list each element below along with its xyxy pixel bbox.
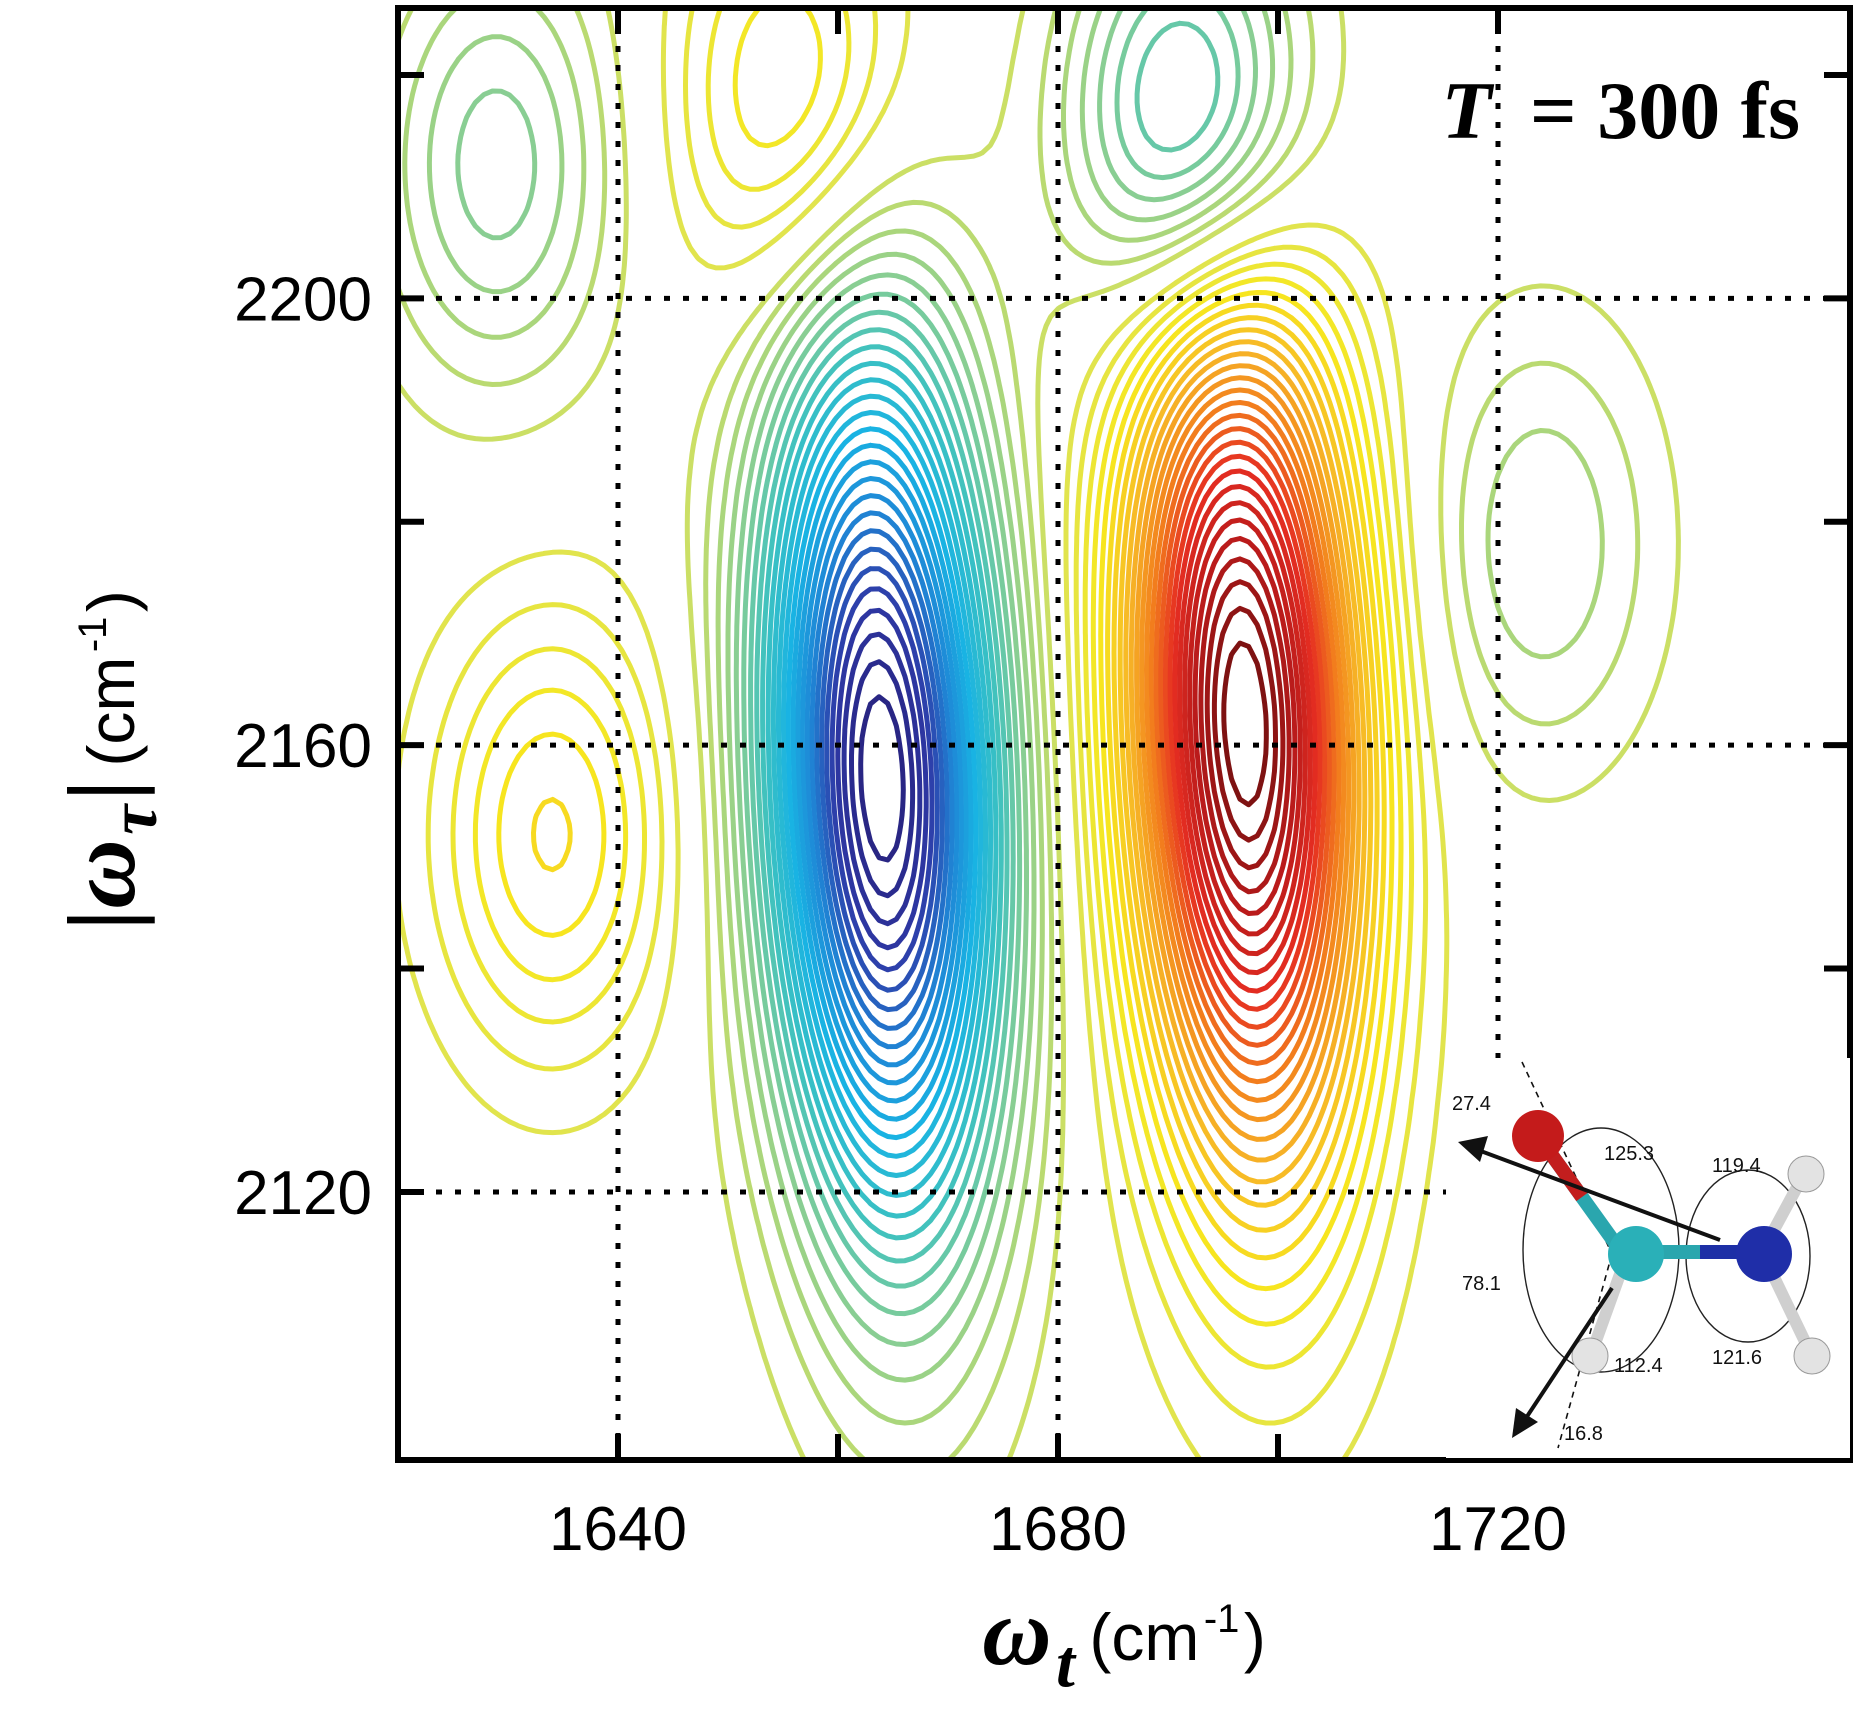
plot-frame xyxy=(395,5,1853,1463)
contour-level-21 xyxy=(748,20,1221,1289)
contour-level-16 xyxy=(776,393,988,1178)
contour-level-9 xyxy=(809,510,955,1050)
contour-level-38 xyxy=(1134,363,1357,1142)
contour-level-7 xyxy=(819,546,945,1013)
annotation-symbol: T xyxy=(1441,65,1494,156)
contour-level-51 xyxy=(1198,556,1292,895)
contour-level-45 xyxy=(1167,453,1323,1012)
contour-level-41 xyxy=(1148,400,1342,1085)
contour-level-30 xyxy=(450,8,1415,1370)
contour-level-13 xyxy=(790,442,974,1122)
y-axis-subscript: τ xyxy=(95,803,171,835)
x-axis-subscript: t xyxy=(1056,1625,1077,1701)
contour-level-22 xyxy=(741,8,1241,1317)
contour-level-18 xyxy=(765,360,999,1219)
contour-level-25 xyxy=(402,8,1605,1426)
contour-level-32 xyxy=(496,290,1395,1292)
dipole-arrowhead-upper xyxy=(1458,1136,1488,1162)
contour-level-19 xyxy=(760,344,1004,1241)
contour-level-10 xyxy=(804,493,960,1068)
x-tick-label-1: 1680 xyxy=(989,1495,1127,1564)
x-tick-label-2: 1720 xyxy=(1429,1495,1567,1564)
x-tick-label-0: 1640 xyxy=(549,1495,687,1564)
dipole-arrow-lower xyxy=(1524,1286,1614,1420)
x-axis-symbol: ω xyxy=(982,1578,1051,1685)
y-tick-label-2: 2200 xyxy=(234,265,372,334)
dotted-guide-lines xyxy=(398,8,1850,1460)
dipole-arrow-upper xyxy=(1477,1148,1721,1242)
contour-level-15 xyxy=(781,410,984,1159)
angle-label-5: 112.4 xyxy=(1614,1355,1663,1377)
contour-level-52 xyxy=(1204,579,1286,871)
x-axis-unit: (cm xyxy=(1089,1600,1199,1674)
y-axis-label: |ω τ | (cm -1 ) xyxy=(48,590,171,930)
contour-level-39 xyxy=(1139,375,1352,1123)
contour-level-33 xyxy=(531,302,1387,1261)
contour-level-37 xyxy=(1128,351,1362,1163)
contour-level-8 xyxy=(814,528,950,1031)
contour-level-47 xyxy=(1177,484,1313,976)
contour-level-1 xyxy=(858,694,906,863)
oxygen-atom xyxy=(1512,1110,1564,1162)
dipole-arrowhead-lower xyxy=(1512,1408,1538,1438)
contour-level-44 xyxy=(1163,439,1328,1030)
annotation-rest: = 300 fs xyxy=(1530,65,1800,156)
contour-lines xyxy=(398,8,1681,1460)
contour-level-3 xyxy=(841,631,923,927)
contour-level-50 xyxy=(1192,536,1298,916)
y-tick-label-1: 2160 xyxy=(234,712,372,781)
x-axis-label: ω t (cm -1 ) xyxy=(982,1578,1266,1701)
time-annotation: T = 300 fs xyxy=(1441,65,1800,156)
contour-level-40 xyxy=(1144,387,1347,1103)
contour-level-5 xyxy=(829,586,935,973)
contour-level-12 xyxy=(795,459,969,1104)
hydrogen-atom-3 xyxy=(1571,1337,1609,1375)
contour-level-26 xyxy=(398,8,1641,1460)
y-axis-unit-exp: -1 xyxy=(71,617,115,653)
contour-level-35 xyxy=(1117,327,1374,1208)
contour-level-17 xyxy=(770,377,994,1198)
hydrogen-atom-2 xyxy=(1793,1337,1831,1375)
x-axis-unit-close: ) xyxy=(1244,1600,1266,1674)
y-axis-bar: | xyxy=(48,779,155,800)
contour-level-49 xyxy=(1187,517,1303,937)
contour-level-42 xyxy=(1153,412,1337,1066)
contour-level-4 xyxy=(835,607,929,951)
angle-label-6: 121.6 xyxy=(1712,1347,1762,1369)
contour-level-43 xyxy=(1158,426,1332,1048)
axis-ticks xyxy=(398,8,1850,1460)
contour-level-28 xyxy=(398,8,1450,1460)
contour-level-54 xyxy=(1221,640,1269,808)
hydrogen-atom-1 xyxy=(1787,1155,1825,1193)
angle-label-2: 125.3 xyxy=(1604,1143,1654,1165)
angle-label-3: 119.4 xyxy=(1712,1155,1761,1177)
contour-level-34 xyxy=(1111,315,1380,1233)
tick-labels: 1640 1680 1720 2120 2160 2200 xyxy=(234,265,1567,1564)
contour-level-23 xyxy=(455,8,1258,1347)
nitrogen-atom xyxy=(1736,1226,1792,1282)
contour-level-20 xyxy=(754,327,1010,1264)
contour-level-11 xyxy=(799,476,965,1086)
y-axis-unit-close: ) xyxy=(74,590,148,612)
x-axis-unit-exp: -1 xyxy=(1204,1597,1240,1641)
contour-level-6 xyxy=(824,566,940,993)
carbon-atom xyxy=(1608,1226,1664,1282)
angle-label-1: 27.4 xyxy=(1452,1093,1491,1115)
contour-level-2 xyxy=(849,659,916,899)
molecule-inset: 27.4 125.3 119.4 78.1 112.4 121.6 16.8 xyxy=(1446,1058,1850,1458)
contour-level-14 xyxy=(785,426,979,1141)
contour-level-53 xyxy=(1211,605,1278,843)
contour-level-31 xyxy=(472,8,1404,1327)
contour-level-46 xyxy=(1172,468,1318,994)
y-axis-unit: (cm xyxy=(74,657,148,767)
y-tick-label-0: 2120 xyxy=(234,1159,372,1228)
contour-level-29 xyxy=(425,8,1429,1426)
angle-label-7: 16.8 xyxy=(1564,1423,1603,1445)
y-axis-symbol: |ω xyxy=(48,839,155,930)
contour-level-24 xyxy=(426,8,1276,1383)
contour-level-48 xyxy=(1182,500,1308,957)
contour-level-36 xyxy=(1123,339,1368,1185)
angle-label-4: 78.1 xyxy=(1462,1273,1501,1295)
